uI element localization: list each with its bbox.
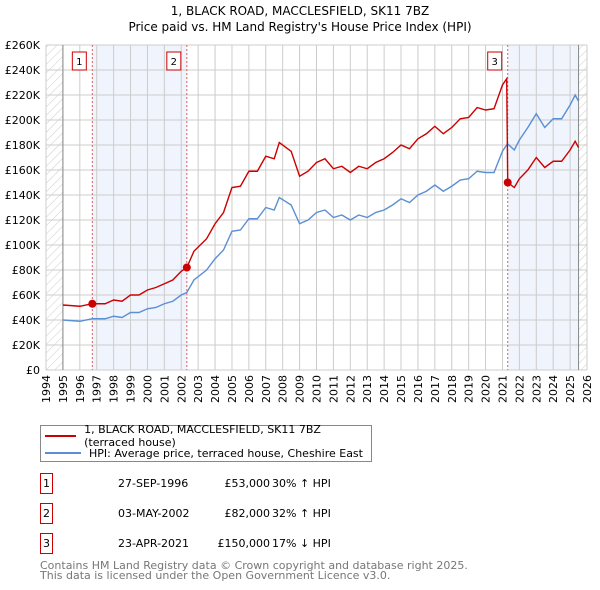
sale-hpi-diff: 30% ↑ HPI: [272, 477, 331, 490]
legend-label: HPI: Average price, terraced house, Ches…: [89, 446, 363, 460]
sale-number-badge: 3: [40, 533, 53, 554]
y-tick-label: £160K: [5, 164, 41, 177]
legend-swatch-red: [45, 435, 77, 437]
x-tick-label: 2025: [564, 375, 577, 403]
hatched-region: [578, 45, 587, 370]
x-tick-label: 2003: [192, 375, 205, 403]
shaded-period: [507, 45, 579, 370]
x-tick-label: 2011: [327, 375, 340, 403]
footer: Contains HM Land Registry data © Crown c…: [40, 559, 468, 582]
sale-label: 1: [76, 57, 82, 68]
y-tick-label: £200K: [5, 114, 41, 127]
y-tick-label: £40K: [12, 314, 41, 327]
legend-item-property: 1, BLACK ROAD, MACCLESFIELD, SK11 7BZ (t…: [45, 423, 371, 449]
x-tick-label: 2007: [260, 375, 273, 403]
y-tick-label: £240K: [5, 64, 41, 77]
x-tick-label: 2022: [513, 375, 526, 403]
x-tick-label: 1998: [108, 375, 121, 403]
x-tick-label: 2020: [480, 375, 493, 403]
sale-date: 27-SEP-1996: [118, 477, 189, 490]
x-tick-label: 1994: [40, 375, 53, 403]
y-tick-label: £60K: [12, 289, 41, 302]
y-tick-label: £80K: [12, 264, 41, 277]
x-tick-label: 2013: [361, 375, 374, 403]
legend-swatch-blue: [45, 452, 81, 454]
sale-hpi-diff: 32% ↑ HPI: [272, 507, 331, 520]
footer-line: This data is licensed under the Open Gov…: [40, 569, 391, 582]
footer-line: Contains HM Land Registry data © Crown c…: [40, 559, 468, 572]
shaded-period: [92, 45, 187, 370]
sale-point: [503, 178, 512, 187]
x-tick-label: 2018: [446, 375, 459, 403]
sale-price: £82,000: [224, 507, 271, 520]
sale-hpi-diff: 17% ↓ HPI: [272, 537, 331, 550]
sale-price: £150,000: [217, 537, 271, 550]
legend: 1, BLACK ROAD, MACCLESFIELD, SK11 7BZ (t…: [40, 423, 372, 462]
x-tick-label: 1995: [57, 375, 70, 403]
sale-date: 03-MAY-2002: [118, 507, 190, 520]
x-tick-label: 2009: [294, 375, 307, 403]
sale-point: [182, 263, 191, 272]
x-tick-label: 2012: [344, 375, 357, 403]
sale-label-box: [166, 51, 182, 71]
chart-subtitle: Price paid vs. HM Land Registry's House …: [128, 20, 471, 34]
sale-row: 1 27-SEP-1996 £53,000 30% ↑ HPI: [40, 473, 440, 494]
y-tick-label: £20K: [12, 339, 41, 352]
price-paid-line: [62, 76, 580, 307]
sale-point: [88, 299, 97, 308]
x-tick-label: 2014: [378, 375, 391, 403]
legend-label: 1, BLACK ROAD, MACCLESFIELD, SK11 7BZ (t…: [84, 423, 321, 449]
legend-item-hpi: HPI: Average price, terraced house, Ches…: [45, 445, 363, 461]
sale-date: 23-APR-2021: [118, 537, 190, 550]
price-chart: 1, BLACK ROAD, MACCLESFIELD, SK11 7BZ Pr…: [5, 4, 594, 403]
x-tick-label: 2023: [530, 375, 543, 403]
y-tick-label: £140K: [5, 189, 41, 202]
sale-label-box: [71, 51, 87, 71]
sale-row: 2 03-MAY-2002 £82,000 32% ↑ HPI: [40, 503, 440, 524]
x-tick-label: 2002: [175, 375, 188, 403]
x-tick-label: 2001: [158, 375, 171, 403]
sale-row: 3 23-APR-2021 £150,000 17% ↓ HPI: [40, 533, 440, 554]
y-tick-label: £220K: [5, 89, 41, 102]
x-tick-label: 1999: [125, 375, 138, 403]
y-tick-label: £180K: [5, 139, 41, 152]
x-tick-label: 2016: [412, 375, 425, 403]
x-tick-label: 2010: [311, 375, 324, 403]
chart-title: 1, BLACK ROAD, MACCLESFIELD, SK11 7BZ: [171, 4, 429, 18]
sale-label: 2: [171, 57, 177, 68]
y-tick-label: £100K: [5, 239, 41, 252]
hatched-region: [46, 45, 63, 370]
x-tick-label: 1996: [74, 375, 87, 403]
y-tick-label: £0: [26, 364, 40, 377]
x-tick-label: 2024: [547, 375, 560, 403]
sale-price: £53,000: [224, 477, 271, 490]
sale-label: 3: [492, 57, 498, 68]
y-tick-label: £120K: [5, 214, 41, 227]
x-tick-label: 2017: [429, 375, 442, 403]
x-tick-label: 2019: [463, 375, 476, 403]
y-tick-label: £260K: [5, 39, 41, 52]
x-tick-label: 2021: [496, 375, 509, 403]
sale-label-box: [487, 51, 503, 71]
sale-number-badge: 1: [40, 473, 53, 494]
x-tick-label: 2008: [277, 375, 290, 403]
x-tick-label: 2005: [226, 375, 239, 403]
x-tick-label: 2004: [209, 375, 222, 403]
x-tick-label: 1997: [91, 375, 104, 403]
x-tick-label: 2000: [141, 375, 154, 403]
sale-number-badge: 2: [40, 503, 53, 524]
x-tick-label: 2026: [581, 375, 594, 403]
x-tick-label: 2015: [395, 375, 408, 403]
x-tick-label: 2006: [243, 375, 256, 403]
